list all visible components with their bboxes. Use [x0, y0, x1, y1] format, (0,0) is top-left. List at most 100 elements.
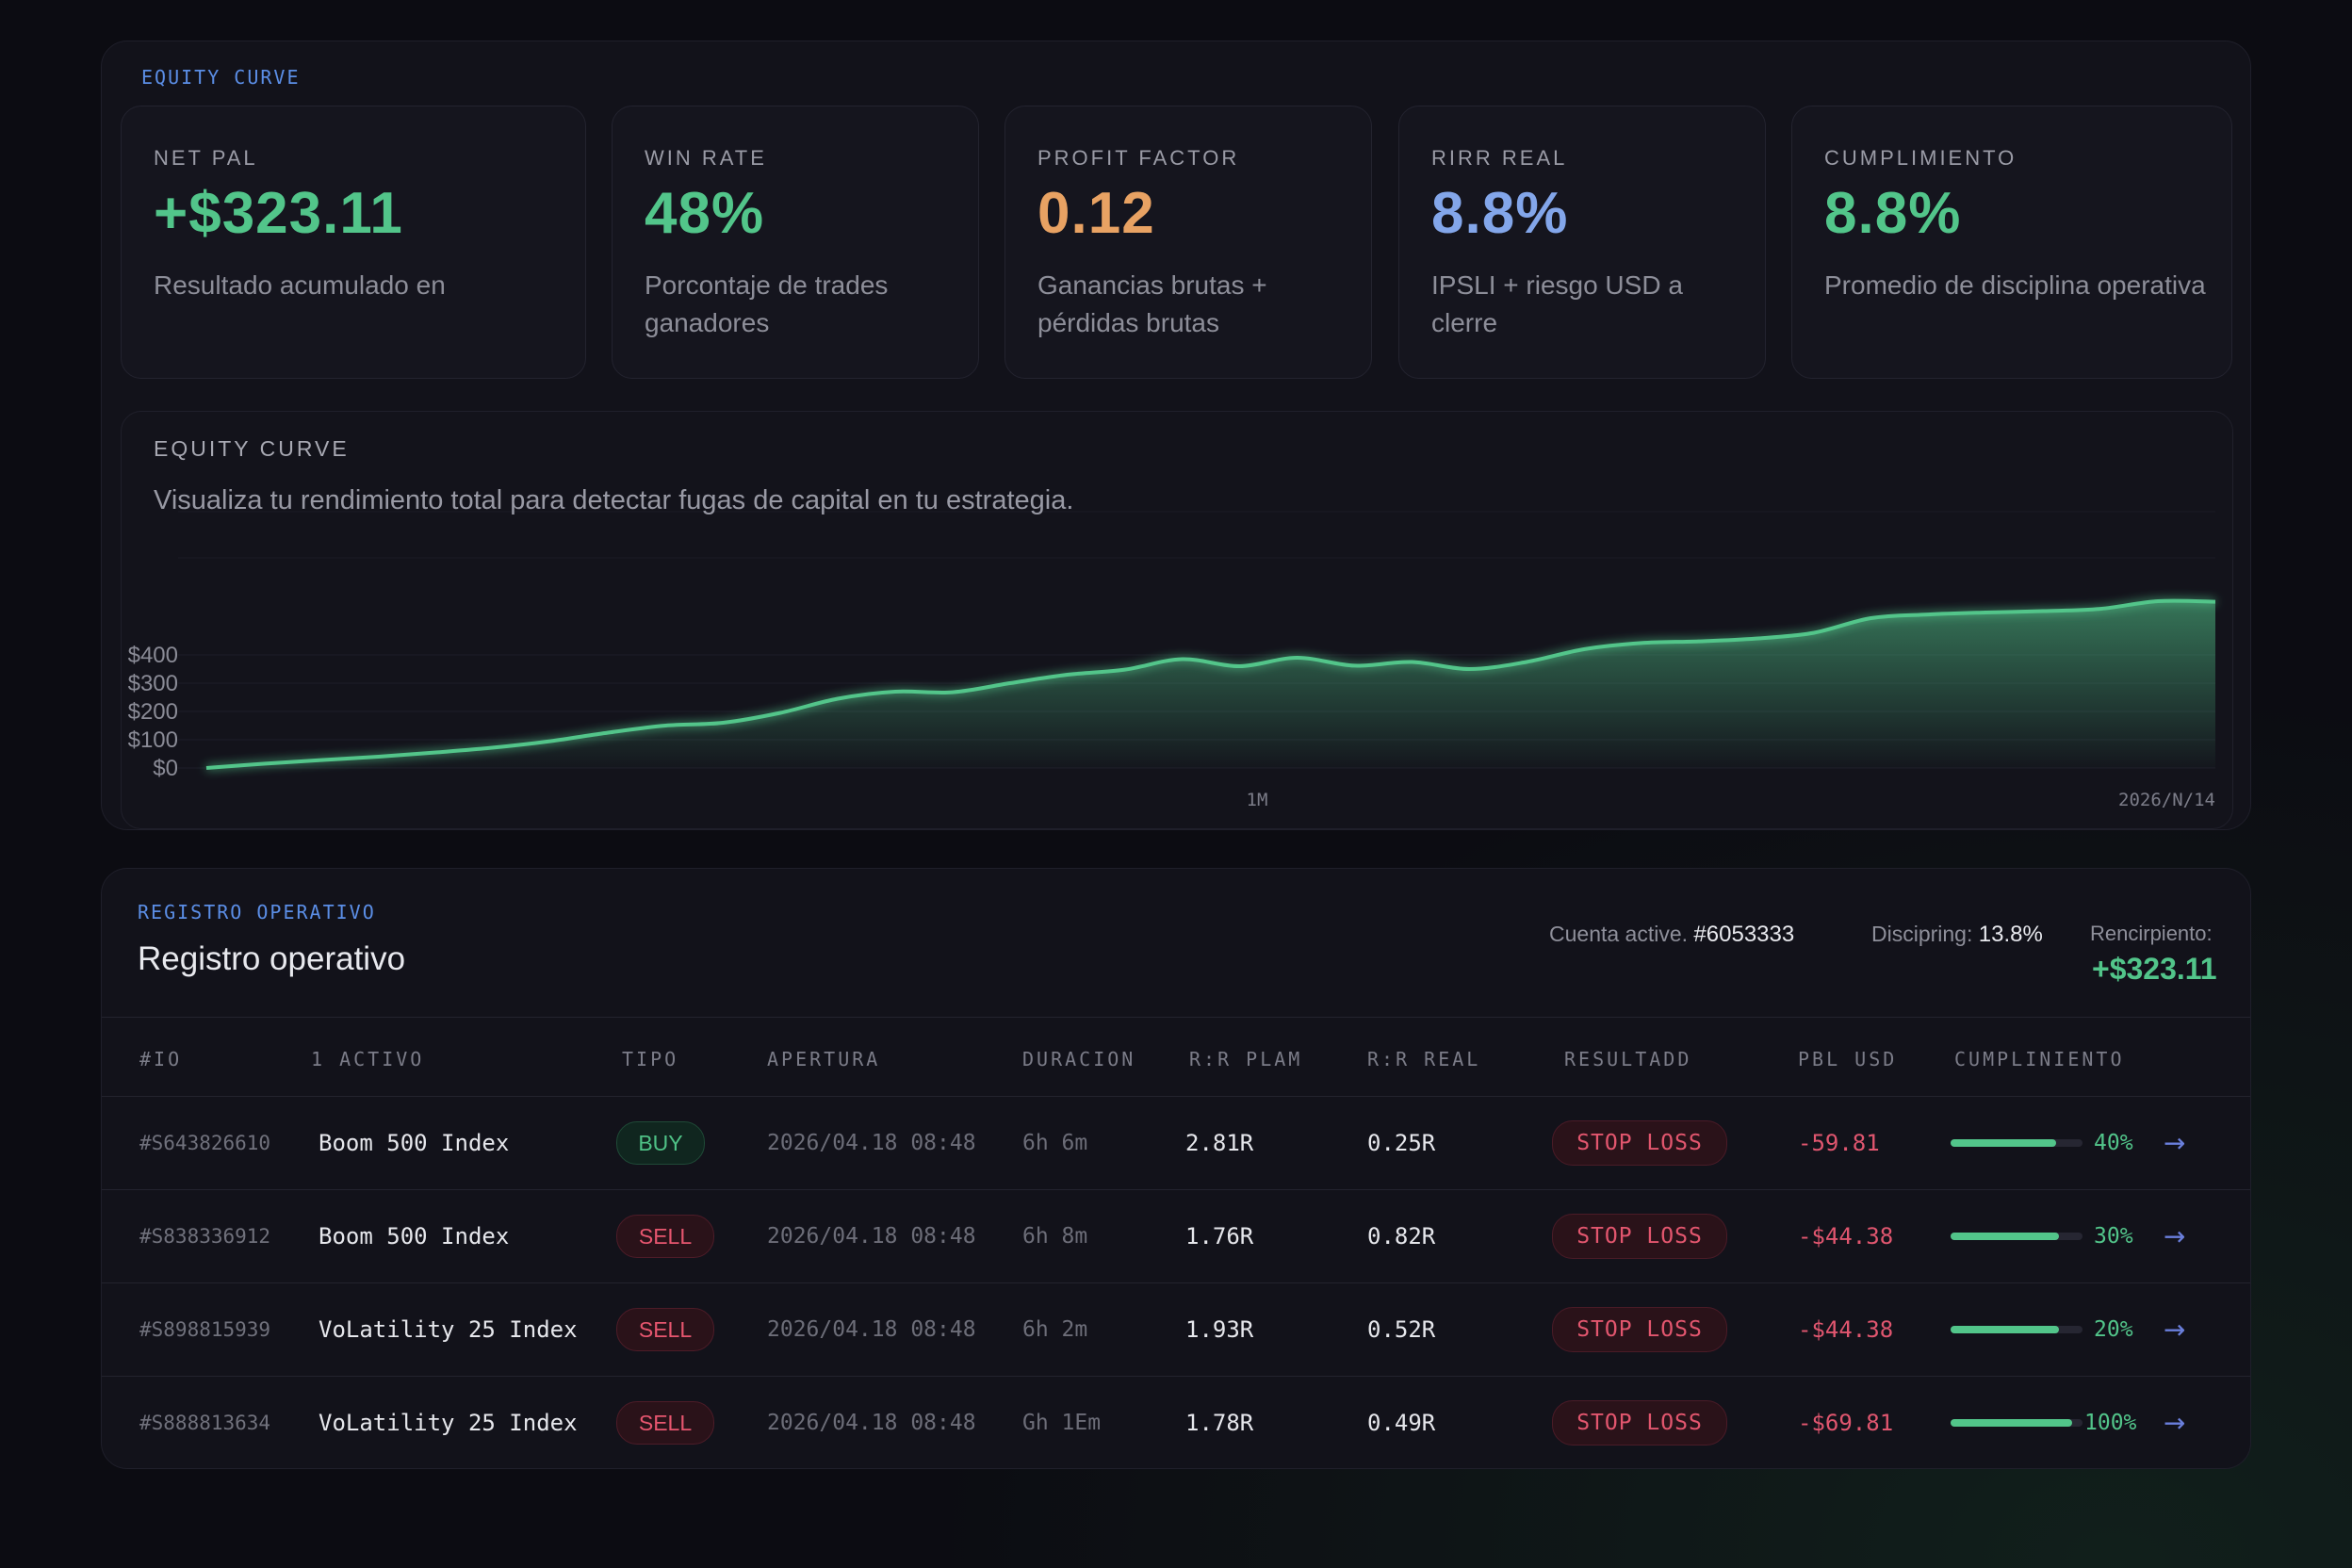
trade-rr-real: 0.82R: [1367, 1223, 1436, 1250]
kpi-label: PROFIT FACTOR: [1037, 146, 1240, 170]
divider: [102, 1282, 2250, 1283]
overview-eyebrow: EQUITY CURVE: [141, 66, 301, 89]
kpi-value: +$323.11: [154, 181, 403, 246]
type-badge-sell: SELL: [616, 1215, 714, 1258]
kpi-label: CUMPLIMIENTO: [1824, 146, 2017, 170]
compliance-value: 100%: [2084, 1411, 2137, 1435]
trade-rr-plan: 1.76R: [1185, 1223, 1254, 1250]
trade-pnl: -$44.38: [1798, 1223, 1894, 1250]
col-duration: DURACION: [1022, 1048, 1136, 1070]
col-id: #IO: [139, 1048, 183, 1070]
divider: [102, 1189, 2250, 1190]
trade-pnl: -59.81: [1798, 1130, 1880, 1156]
equity-line: [205, 598, 2216, 770]
kpi-card-compliance: CUMPLIMIENTO 8.8% Promedio de disciplina…: [1791, 106, 2232, 379]
col-rr-plan: R:R PLAM: [1189, 1048, 1303, 1070]
col-rr-real: R:R REAL: [1367, 1048, 1481, 1070]
trade-open: 2026/04.18 08:48: [767, 1411, 976, 1435]
table-row[interactable]: #S838336912 Boom 500 Index SELL 2026/04.…: [102, 1190, 2250, 1282]
active-account-value: #6053333: [1693, 922, 1795, 947]
result-badge: STOP LOSS: [1552, 1214, 1727, 1259]
compliance-bar-fill: [1951, 1139, 2056, 1147]
x-tick-label: 2026/N/14: [2118, 790, 2215, 810]
divider: [102, 1017, 2250, 1018]
table-row[interactable]: #S898815939 VoLatility 25 Index SELL 202…: [102, 1283, 2250, 1376]
trade-duration: 6h 6m: [1022, 1131, 1088, 1155]
trade-duration: 6h 2m: [1022, 1317, 1088, 1342]
type-badge-sell: SELL: [616, 1401, 714, 1445]
y-tick-label: $0: [153, 756, 178, 781]
divider: [102, 1376, 2250, 1377]
discipline-summary: Discipring: 13.8%: [1871, 922, 2043, 948]
y-tick-label: $200: [128, 699, 178, 725]
log-eyebrow: REGISTRO OPERATIVO: [138, 901, 376, 923]
trade-log-panel: REGISTRO OPERATIVO Registro operativo Cu…: [101, 868, 2251, 1469]
kpi-label: RIRR REAL: [1431, 146, 1568, 170]
trade-id: #S838336912: [139, 1225, 271, 1248]
arrow-right-icon[interactable]: →: [2164, 1127, 2186, 1159]
performance-label: Rencirpiento:: [2090, 922, 2213, 945]
kpi-value: 48%: [645, 181, 765, 246]
col-type: TIPO: [622, 1048, 679, 1070]
trade-open: 2026/04.18 08:48: [767, 1224, 976, 1249]
kpi-value: 8.8%: [1824, 181, 1962, 246]
col-open: APERTURA: [767, 1048, 881, 1070]
compliance-bar-fill: [1951, 1233, 2059, 1240]
y-tick-label: $300: [128, 671, 178, 696]
type-badge-sell: SELL: [616, 1308, 714, 1351]
y-tick-label: $100: [128, 727, 178, 753]
trade-duration: 6h 8m: [1022, 1224, 1088, 1249]
compliance-value: 30%: [2094, 1224, 2133, 1249]
col-result: RESULTADD: [1564, 1048, 1692, 1070]
table-row[interactable]: #S643826610 Boom 500 Index BUY 2026/04.1…: [102, 1097, 2250, 1189]
chart-description: Visualiza tu rendimiento total para dete…: [154, 485, 1074, 515]
compliance-bar-fill: [1951, 1326, 2059, 1333]
compliance-bar: [1951, 1233, 2082, 1240]
equity-area: [206, 600, 2215, 768]
performance-value: +$323.11: [2092, 952, 2217, 986]
equity-overview-panel: EQUITY CURVE NET PAL +$323.11 Resultado …: [101, 41, 2251, 830]
trade-rr-plan: 2.81R: [1185, 1130, 1254, 1156]
kpi-subtitle: Porcontaje de trades ganadores: [645, 270, 889, 337]
kpi-subtitle: IPSLI + riesgo USD a clerre: [1431, 270, 1683, 337]
arrow-right-icon[interactable]: →: [2164, 1314, 2186, 1346]
kpi-value: 8.8%: [1431, 181, 1569, 246]
col-pnl: PBL USD: [1798, 1048, 1898, 1070]
active-account: Cuenta active. #6053333: [1549, 922, 1794, 948]
compliance-value: 20%: [2094, 1317, 2133, 1342]
trade-rr-plan: 1.78R: [1185, 1410, 1254, 1436]
table-row[interactable]: #S888813634 VoLatility 25 Index SELL 202…: [102, 1377, 2250, 1469]
trade-id: #S898815939: [139, 1318, 271, 1341]
compliance-bar: [1951, 1139, 2082, 1147]
x-tick-label: 1M: [1247, 790, 1268, 810]
compliance-value: 40%: [2094, 1131, 2133, 1155]
kpi-card-rr-real: RIRR REAL 8.8% IPSLI + riesgo USD a cler…: [1398, 106, 1766, 379]
type-badge-buy: BUY: [616, 1121, 705, 1165]
kpi-label: NET PAL: [154, 146, 258, 170]
trade-id: #S643826610: [139, 1132, 271, 1154]
kpi-label: WIN RATE: [645, 146, 767, 170]
trade-id: #S888813634: [139, 1412, 271, 1434]
result-badge: STOP LOSS: [1552, 1400, 1727, 1446]
trade-asset: Boom 500 Index: [318, 1130, 510, 1156]
chart-title: EQUITY CURVE: [154, 436, 350, 461]
kpi-card-net-pnl: NET PAL +$323.11 Resultado acumulado en: [121, 106, 586, 379]
compliance-bar: [1951, 1326, 2082, 1333]
result-badge: STOP LOSS: [1552, 1120, 1727, 1166]
trade-open: 2026/04.18 08:48: [767, 1131, 976, 1155]
trade-asset: VoLatility 25 Index: [318, 1316, 578, 1343]
arrow-right-icon[interactable]: →: [2164, 1220, 2186, 1252]
col-compliance: CUMPLINIENTO: [1954, 1048, 2125, 1070]
y-tick-label: $400: [128, 643, 178, 668]
arrow-right-icon[interactable]: →: [2164, 1407, 2186, 1439]
kpi-card-profit-factor: PROFIT FACTOR 0.12 Ganancias brutas + pé…: [1004, 106, 1372, 379]
trade-rr-real: 0.25R: [1367, 1130, 1436, 1156]
trade-pnl: -$44.38: [1798, 1316, 1894, 1343]
kpi-subtitle: Promedio de disciplina operativa: [1824, 270, 2206, 300]
trade-pnl: -$69.81: [1798, 1410, 1894, 1436]
kpi-subtitle: Ganancias brutas + pérdidas brutas: [1037, 270, 1267, 337]
equity-curve-card: $400 $300 $200 $100 $0 1M 2026/N/14 EQUITY CUR…: [121, 411, 2233, 829]
discipline-value: 13.8%: [1978, 922, 2043, 947]
kpi-card-win-rate: WIN RATE 48% Porcontaje de trades ganado…: [612, 106, 979, 379]
result-badge: STOP LOSS: [1552, 1307, 1727, 1352]
